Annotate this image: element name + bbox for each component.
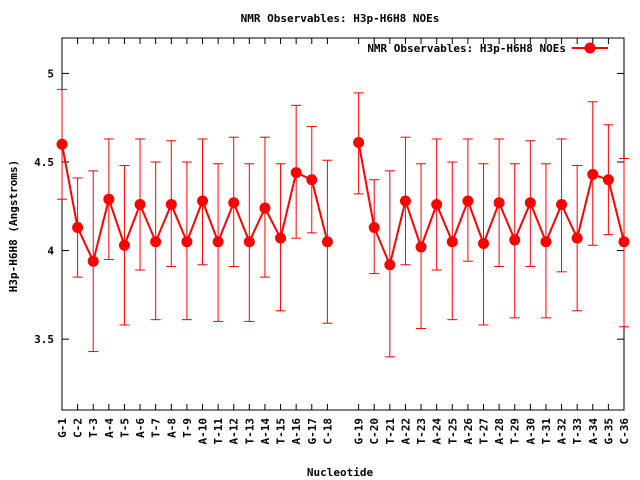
x-tick-label: T-5 [118,418,131,438]
x-tick-label: A-26 [462,418,475,445]
data-point [493,197,505,209]
x-tick-label: T-23 [415,418,428,445]
x-tick-label: T-11 [212,418,225,445]
x-tick-label: C-36 [618,418,631,445]
data-point [399,195,411,207]
x-tick-label: A-22 [399,418,412,445]
data-point [540,236,552,248]
data-point [556,199,568,211]
x-tick-label: A-14 [259,418,272,445]
plot-area: 3.544.55G-1 C-2 T-3 A-4 T-5 A-6 T-7 A-8 T-9 A-10 T… [34,37,631,445]
y-tick-label: 3.5 [34,333,54,346]
x-tick-label: T-27 [478,418,491,445]
y-tick-label: 5 [47,67,54,80]
x-tick-label: A-32 [556,418,569,445]
data-point [524,197,536,209]
x-tick-label: T-25 [446,418,459,445]
x-tick-label: T-7 [150,418,163,438]
x-tick-label: G-1 [56,418,69,438]
data-point [72,222,84,234]
data-point [165,199,177,211]
x-tick-label: T-9 [181,418,194,438]
series-line [61,144,329,265]
data-point [321,236,333,248]
data-point [181,236,193,248]
x-tick-label: A-30 [524,418,537,445]
data-point [259,202,271,214]
data-point [243,236,255,248]
series-line [357,142,625,268]
legend-marker [584,42,596,54]
x-tick-label: A-4 [103,418,116,438]
data-point [290,167,302,179]
x-tick-label: A-28 [493,418,506,445]
data-point [228,197,240,209]
x-tick-label: G-19 [353,418,366,445]
data-point [275,232,287,244]
chart-title: NMR Observables: H3p-H6H8 NOEs [241,12,440,25]
x-tick-label: T-21 [384,418,397,445]
data-point [384,259,396,271]
legend-label: NMR Observables: H3p-H6H8 NOEs [367,42,566,55]
x-tick-label: T-33 [571,418,584,445]
data-point [353,137,365,149]
data-point [103,193,115,205]
x-axis-title: Nucleotide [307,466,374,479]
data-point [212,236,224,248]
data-point [571,232,583,244]
x-tick-label: C-2 [72,418,85,438]
data-point [368,222,380,234]
data-point [118,239,130,251]
x-tick-label: G-35 [602,418,615,445]
x-tick-label: A-34 [587,418,600,445]
data-point [150,236,162,248]
x-tick-label: G-17 [306,418,319,445]
x-tick-label: A-12 [228,418,241,445]
data-point [87,255,99,267]
data-point [587,168,599,180]
x-tick-label: A-10 [197,418,210,445]
x-tick-label: C-20 [368,418,381,445]
data-point [618,236,630,248]
y-axis-title: H3p-H6H8 (Angstroms) [7,160,20,292]
x-tick-label: C-18 [321,418,334,445]
data-point [462,195,474,207]
legend: NMR Observables: H3p-H6H8 NOEs [367,42,608,55]
x-tick-label: A-6 [134,418,147,438]
x-tick-label: T-13 [243,418,256,445]
data-point [431,199,443,211]
y-tick-label: 4.5 [34,156,54,169]
x-tick-label: T-29 [509,418,522,445]
data-point [56,138,68,150]
data-point [134,199,146,211]
x-tick-label: T-15 [275,418,288,445]
data-point [415,241,427,253]
data-point [509,234,521,246]
x-tick-label: T-31 [540,418,553,445]
x-tick-label: A-8 [165,418,178,438]
data-point [197,195,208,207]
data-point [602,174,614,186]
data-point [478,237,489,249]
data-point [306,174,318,186]
x-tick-label: A-16 [290,418,303,445]
y-tick-label: 4 [47,245,54,258]
x-tick-label: T-3 [87,418,100,438]
data-point [446,236,458,248]
x-tick-label: A-24 [431,418,444,445]
